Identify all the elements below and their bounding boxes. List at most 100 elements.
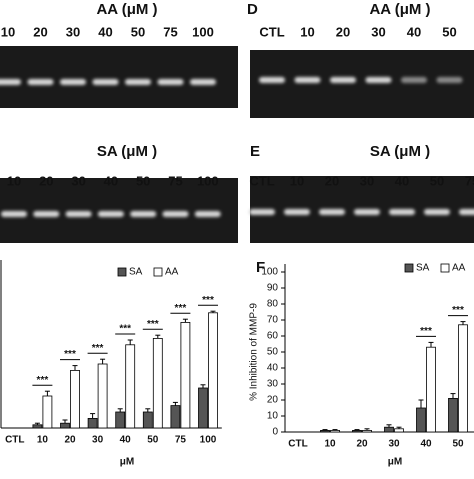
significance: ***: [64, 349, 76, 360]
x-tick-label: 20: [356, 439, 368, 450]
lane-label: 75: [168, 173, 182, 188]
error-bar: [428, 341, 434, 348]
bar: [320, 429, 330, 433]
y-tick-label: 20: [267, 395, 279, 406]
lane-label: 20: [336, 24, 350, 39]
bar: [125, 344, 136, 429]
bar: [416, 407, 426, 433]
error-bar: [396, 426, 402, 429]
gel-band: [65, 211, 92, 217]
x-tick-label: CTL: [5, 435, 24, 446]
lane-label: 50: [136, 173, 150, 188]
error-bar: [72, 365, 78, 371]
gel-band: [319, 209, 345, 215]
error-bar: [44, 390, 50, 396]
lane-label: 40: [104, 173, 118, 188]
bar: [330, 429, 340, 433]
x-tick-label: 50: [147, 435, 159, 446]
gel-band: [284, 209, 310, 215]
lane-label: 50: [442, 24, 456, 39]
x-tick-label: CTL: [288, 439, 307, 450]
gel-band: [294, 77, 321, 83]
lane-label: 20: [325, 173, 339, 188]
error-bar: [127, 339, 133, 345]
bar: [362, 429, 372, 433]
x-tick-label: 10: [37, 435, 49, 446]
legend-label: AA: [452, 263, 466, 274]
gel-title: SA (μM ): [370, 143, 430, 160]
bar: [97, 363, 108, 429]
bar: [170, 405, 181, 429]
lane-label: 20: [33, 24, 47, 39]
gel-image: [0, 46, 238, 108]
y-tick-label: 80: [267, 299, 279, 310]
lane-label: 10: [300, 24, 314, 39]
significance: ***: [452, 305, 464, 316]
legend-swatch: [404, 263, 414, 273]
y-tick-label: 100: [261, 267, 278, 278]
error-bar: [145, 408, 151, 412]
bar: [70, 369, 80, 429]
bar: [42, 395, 53, 429]
lane-label: 30: [66, 24, 80, 39]
lane-label: CTL: [259, 24, 284, 39]
x-tick-label: 40: [420, 439, 432, 450]
y-tick-label: 0: [272, 427, 278, 438]
gel-image: [0, 178, 238, 243]
y-tick-label: 10: [267, 411, 279, 422]
gel-band: [401, 77, 427, 83]
gel-band: [259, 77, 285, 83]
x-tick-label: 10: [324, 439, 336, 450]
bar: [87, 417, 98, 429]
x-tick-label: 40: [120, 435, 132, 446]
bar: [458, 324, 468, 433]
bar: [394, 428, 404, 433]
error-bar: [62, 419, 68, 424]
lane-label: 75: [465, 173, 474, 188]
gel-band: [249, 209, 275, 215]
significance: ***: [92, 343, 104, 354]
legend-label: SA: [416, 263, 430, 274]
error-bar: [354, 429, 360, 431]
y-tick-label: 40: [267, 363, 279, 374]
lane-label: 50: [430, 173, 444, 188]
lane-label: 10: [7, 173, 21, 188]
error-bar: [386, 424, 392, 428]
error-bar: [155, 334, 161, 339]
significance: ***: [202, 295, 214, 306]
gel-band: [33, 211, 60, 217]
gel-title: SA (μM ): [97, 143, 157, 160]
x-axis-label: μM: [120, 457, 134, 468]
gel-band: [130, 211, 157, 217]
bar: [198, 387, 208, 429]
gel-band: [1, 211, 27, 217]
bar: [426, 346, 436, 433]
error-bar: [182, 318, 188, 323]
error-bar: [172, 401, 178, 406]
error-bar: [364, 428, 370, 431]
x-axis-label: μM: [388, 457, 402, 468]
error-bar: [450, 393, 456, 399]
gel-title: AA (μM ): [96, 1, 157, 18]
legend-label: AA: [165, 267, 179, 278]
bar: [180, 321, 191, 429]
gel-band: [354, 209, 380, 215]
error-bar: [460, 321, 466, 325]
significance: ***: [119, 324, 131, 335]
gel-band: [92, 79, 119, 85]
gel-band: [60, 79, 86, 85]
y-tick-label: 30: [267, 379, 279, 390]
panel-label: F: [256, 259, 265, 276]
lane-label: 30: [371, 24, 385, 39]
lane-label: 10: [290, 173, 304, 188]
gel-band: [365, 77, 392, 83]
gel-band: [459, 209, 474, 215]
error-bar: [34, 422, 40, 425]
x-tick-label: 30: [388, 439, 400, 450]
lane-label: 40: [98, 24, 112, 39]
lane-label: 20: [39, 173, 53, 188]
gel-band: [330, 77, 356, 83]
legend-swatch: [153, 267, 163, 277]
bar: [208, 312, 218, 429]
gel-title: AA (μM ): [369, 1, 430, 18]
